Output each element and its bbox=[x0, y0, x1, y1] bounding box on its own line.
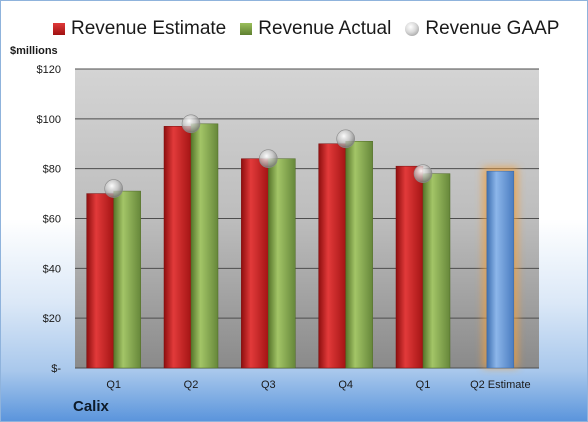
y-axis-unit-label: $millions bbox=[10, 45, 58, 57]
legend-label-gaap: Revenue GAAP bbox=[425, 18, 560, 39]
bar-revenue-actual bbox=[113, 190, 141, 369]
x-tick-label: Q4 bbox=[338, 379, 353, 391]
x-tick-label: Q3 bbox=[261, 379, 276, 391]
bar-revenue-estimate bbox=[318, 143, 346, 369]
y-tick-label: $- bbox=[51, 363, 61, 375]
legend-label-estimate: Revenue Estimate bbox=[71, 18, 227, 39]
y-axis-ticks: $- $20 $40 $60 $80 $100 $120 bbox=[37, 64, 62, 375]
y-tick-label: $100 bbox=[37, 114, 61, 126]
gaap-markers bbox=[104, 114, 433, 198]
legend: Revenue Estimate Revenue Actual Revenue … bbox=[53, 18, 559, 40]
legend-swatch-estimate bbox=[53, 23, 65, 35]
x-tick-label: Q1 bbox=[106, 379, 121, 391]
bar-revenue-estimate bbox=[395, 165, 424, 369]
x-tick-label: Q2 Estimate bbox=[470, 379, 531, 391]
x-tick-label: Q1 bbox=[416, 379, 431, 391]
y-tick-label: $20 bbox=[43, 313, 61, 325]
bar-revenue-actual bbox=[422, 173, 451, 369]
legend-item-estimate: Revenue Estimate bbox=[53, 18, 226, 40]
marker-revenue-gaap bbox=[413, 164, 433, 183]
legend-label-actual: Revenue Actual bbox=[258, 18, 392, 39]
legend-marker-gaap bbox=[405, 22, 420, 36]
x-tick-label: Q2 bbox=[184, 379, 199, 391]
bar-revenue-actual bbox=[268, 158, 296, 369]
bars bbox=[86, 123, 518, 369]
bar-revenue-estimate bbox=[163, 126, 192, 369]
legend-swatch-actual bbox=[240, 23, 253, 35]
marker-revenue-gaap bbox=[336, 129, 355, 149]
marker-revenue-gaap bbox=[104, 179, 123, 198]
marker-revenue-gaap bbox=[259, 149, 278, 168]
bar-revenue-projection bbox=[486, 170, 515, 369]
y-tick-label: $60 bbox=[43, 214, 61, 226]
y-tick-label: $80 bbox=[43, 164, 61, 176]
bar-revenue-actual bbox=[190, 123, 219, 369]
bar-revenue-estimate bbox=[241, 158, 269, 369]
legend-item-actual: Revenue Actual bbox=[240, 18, 391, 40]
company-name: Calix bbox=[73, 398, 109, 415]
x-axis-ticks: Q1 Q2 Q3 Q4 Q1 Q2 Estimate bbox=[106, 379, 530, 391]
y-tick-label: $120 bbox=[37, 64, 61, 76]
y-tick-label: $40 bbox=[43, 263, 61, 275]
legend-item-gaap: Revenue GAAP bbox=[405, 18, 559, 40]
grid-lines bbox=[75, 68, 539, 369]
bar-revenue-estimate bbox=[86, 193, 114, 369]
bar-revenue-actual bbox=[345, 141, 373, 369]
marker-revenue-gaap bbox=[181, 114, 201, 134]
